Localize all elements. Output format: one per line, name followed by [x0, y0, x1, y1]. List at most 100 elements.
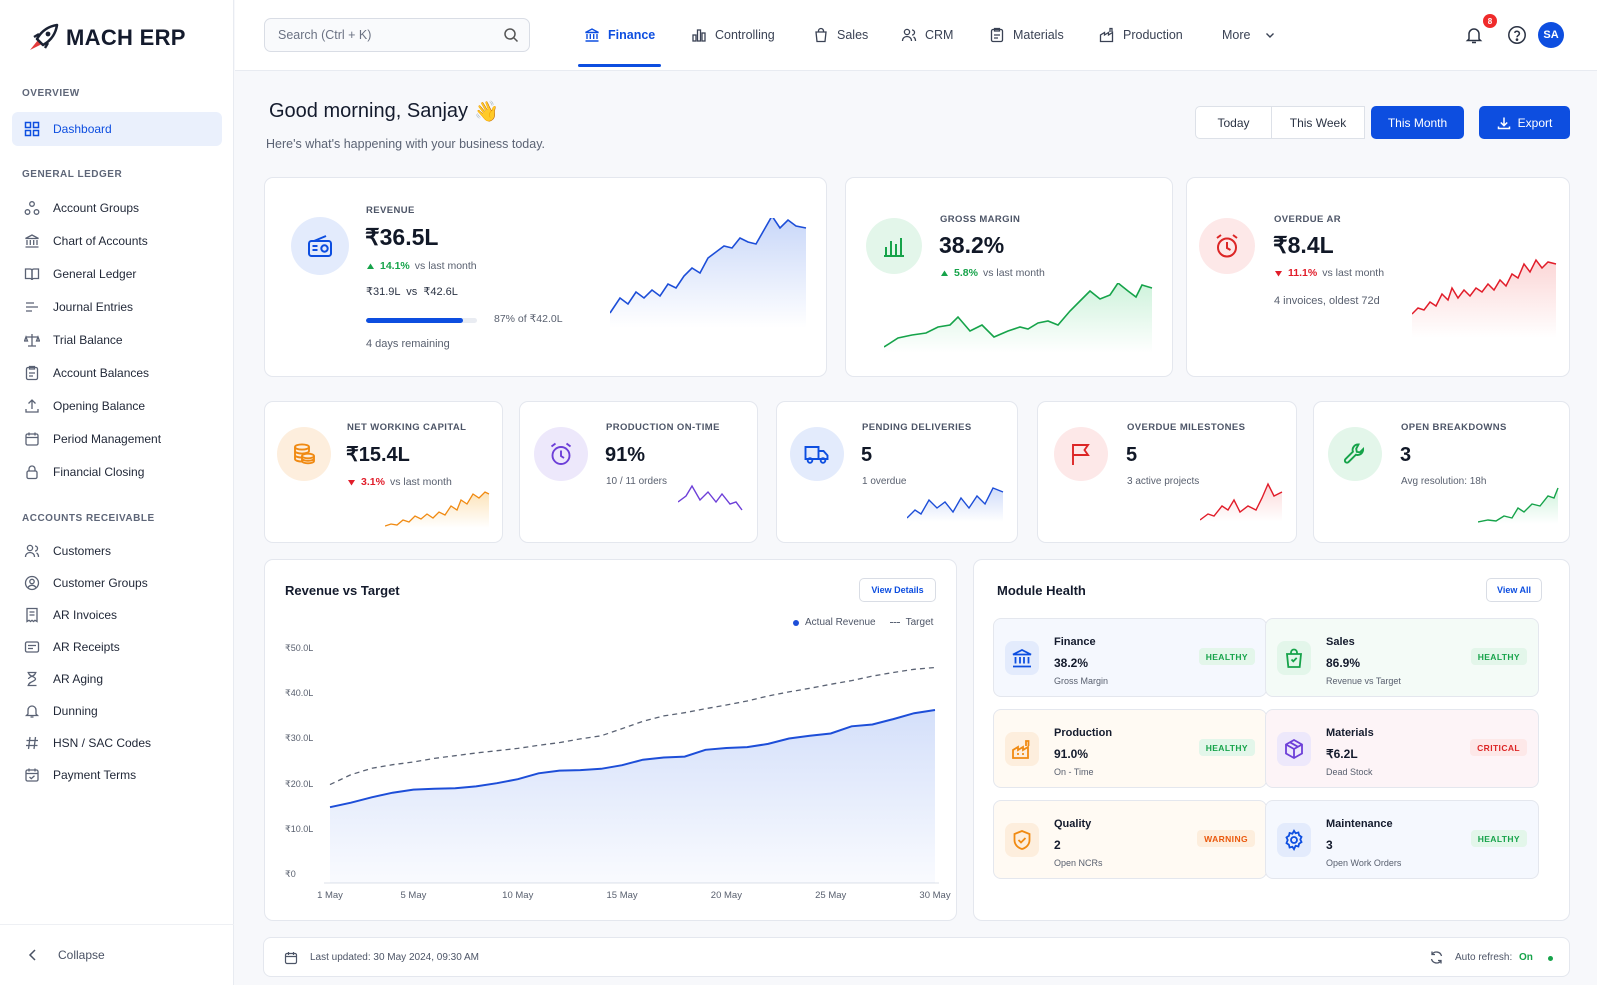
tab-crm[interactable]: CRM [901, 0, 953, 70]
avatar[interactable]: SA [1538, 22, 1564, 48]
sidebar-item-ar-invoices[interactable]: AR Invoices [12, 598, 222, 632]
status-badge: CRITICAL [1470, 739, 1527, 756]
sidebar-item-dashboard[interactable]: Dashboard [12, 112, 222, 146]
sidebar-item-hsn-sac-codes[interactable]: HSN / SAC Codes [12, 726, 222, 760]
period-month-button[interactable]: This Month [1371, 106, 1464, 139]
revenue-label: REVENUE [366, 205, 415, 216]
sidebar-item-chart-of-accounts[interactable]: Chart of Accounts [12, 224, 222, 258]
module-card-sales[interactable]: Sales 86.9% Revenue vs Target HEALTHY [1265, 618, 1539, 697]
revenue-card[interactable]: REVENUE ₹36.5L 14.1% vs last month ₹31.9… [264, 177, 827, 377]
sidebar-item-customer-groups[interactable]: Customer Groups [12, 566, 222, 600]
milestones-value: 5 [1126, 444, 1138, 466]
tab-finance[interactable]: Finance [577, 0, 662, 70]
deliveries-value: 5 [861, 444, 873, 466]
tab-production[interactable]: Production [1099, 0, 1183, 70]
app-logo[interactable]: MACH ERP [24, 22, 186, 54]
tab-more[interactable]: More [1222, 0, 1276, 70]
bell-icon[interactable] [1464, 25, 1484, 45]
module-name: Production [1054, 727, 1113, 739]
period-week-button[interactable]: This Week [1272, 106, 1365, 139]
breakdowns-value: 3 [1400, 444, 1412, 466]
nwc-card[interactable]: NET WORKING CAPITAL ₹15.4L 3.1% vs last … [264, 401, 503, 543]
sidebar-item-label: Payment Terms [53, 768, 137, 782]
sidebar-item-dunning[interactable]: Dunning [12, 694, 222, 728]
module-icon-wrap [1005, 732, 1039, 766]
sidebar-item-account-groups[interactable]: Account Groups [12, 191, 222, 225]
module-card-production[interactable]: Production 91.0% On - Time HEALTHY [993, 709, 1267, 788]
sidebar-item-ar-receipts[interactable]: AR Receipts [12, 630, 222, 664]
nwc-label: NET WORKING CAPITAL [347, 422, 467, 433]
view-details-button[interactable]: View Details [859, 578, 936, 602]
production-card[interactable]: PRODUCTION ON-TIME 91% 10 / 11 orders [519, 401, 758, 543]
flag-icon [1072, 444, 1090, 465]
sidebar-item-payment-terms[interactable]: Payment Terms [12, 758, 222, 792]
download-icon [1497, 117, 1510, 129]
box-icon [1285, 738, 1303, 760]
bar-chart-icon [884, 238, 904, 257]
help-icon[interactable] [1507, 25, 1527, 45]
deliveries-card[interactable]: PENDING DELIVERIES 5 1 overdue [776, 401, 1018, 543]
gross-margin-delta-text: vs last month [982, 267, 1045, 279]
module-desc: On - Time [1054, 767, 1094, 777]
module-card-finance[interactable]: Finance 38.2% Gross Margin HEALTHY [993, 618, 1267, 697]
revenue-target-panel: Revenue vs Target View Details [264, 559, 957, 921]
y-tick-label: ₹50.0L [285, 643, 314, 653]
module-card-materials[interactable]: Materials ₹6.2L Dead Stock CRITICAL [1265, 709, 1539, 788]
sidebar-item-opening-balance[interactable]: Opening Balance [12, 389, 222, 423]
milestones-sparkline [1200, 482, 1283, 522]
gross-margin-sparkline [884, 283, 1153, 353]
tab-controlling[interactable]: Controlling [691, 0, 775, 70]
module-card-quality[interactable]: Quality 2 Open NCRs WARNING [993, 800, 1267, 879]
tab-materials[interactable]: Materials [989, 0, 1064, 70]
sidebar-item-trial-balance[interactable]: Trial Balance [12, 323, 222, 357]
sidebar-item-general-ledger[interactable]: General Ledger [12, 257, 222, 291]
legend-target-marker [889, 622, 900, 623]
refresh-icon[interactable] [1429, 950, 1444, 965]
revenue-progress-bar [366, 318, 477, 323]
sidebar-item-customers[interactable]: Customers [12, 534, 222, 568]
export-button[interactable]: Export [1479, 106, 1570, 139]
period-today-button[interactable]: Today [1195, 106, 1272, 139]
tab-label: More [1222, 28, 1251, 42]
x-tick-label: 15 May [606, 890, 638, 901]
deliveries-note: 1 overdue [862, 476, 907, 487]
export-label: Export [1517, 115, 1553, 130]
shield-check-icon [1013, 830, 1031, 850]
module-value: 38.2% [1054, 656, 1089, 670]
revenue-compare: ₹31.9L vs ₹42.6L [366, 286, 458, 298]
tab-label: Materials [1013, 28, 1064, 42]
overdue-ar-delta-text: vs last month [1322, 267, 1385, 279]
sidebar-item-label: Chart of Accounts [53, 234, 148, 248]
auto-refresh-toggle[interactable]: On [1519, 952, 1533, 963]
nwc-delta-text: vs last month [389, 476, 452, 488]
triangle-up-icon [941, 270, 948, 276]
scale-icon [24, 334, 40, 347]
legend-target-label: Target [905, 617, 934, 628]
milestones-card[interactable]: OVERDUE MILESTONES 5 3 active projects [1037, 401, 1297, 543]
x-tick-label: 10 May [502, 890, 534, 901]
gross-margin-card[interactable]: GROSS MARGIN 38.2% 5.8% vs last month [845, 177, 1173, 377]
sidebar-item-account-balances[interactable]: Account Balances [12, 356, 222, 390]
sidebar-item-ar-aging[interactable]: AR Aging [12, 662, 222, 696]
sidebar-item-label: Customer Groups [53, 576, 148, 590]
overdue-ar-card[interactable]: OVERDUE AR ₹8.4L 11.1% vs last month 4 i… [1186, 177, 1570, 377]
coins-icon [294, 443, 315, 465]
sidebar-item-label: AR Invoices [53, 608, 118, 622]
invoice-icon [26, 607, 38, 623]
breakdowns-note: Avg resolution: 18h [1401, 476, 1487, 487]
view-all-button[interactable]: View All [1486, 578, 1542, 602]
nwc-icon-circle [277, 427, 331, 481]
module-card-maintenance[interactable]: Maintenance 3 Open Work Orders HEALTHY [1265, 800, 1539, 879]
shopping-bag-icon [815, 27, 827, 43]
sidebar-item-period-management[interactable]: Period Management [12, 422, 222, 456]
sidebar-item-journal-entries[interactable]: Journal Entries [12, 290, 222, 324]
breakdowns-card[interactable]: OPEN BREAKDOWNS 3 Avg resolution: 18h [1313, 401, 1570, 543]
search-icon[interactable] [503, 27, 519, 43]
tab-sales[interactable]: Sales [813, 0, 868, 70]
search-input[interactable] [264, 18, 530, 52]
collapse-button[interactable]: Collapse [0, 924, 234, 985]
module-icon-wrap [1005, 823, 1039, 857]
sidebar-item-financial-closing[interactable]: Financial Closing [12, 455, 222, 489]
y-tick-label: ₹0 [285, 869, 296, 879]
module-icon-wrap [1005, 641, 1039, 675]
